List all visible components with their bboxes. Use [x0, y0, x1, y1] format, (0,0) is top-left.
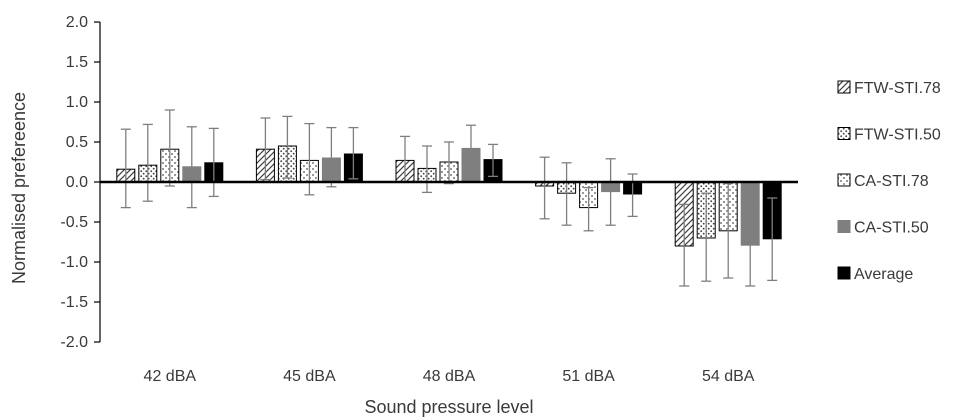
x-tick-label: 54 dBA — [702, 368, 755, 385]
y-tick-label: -1.0 — [60, 254, 88, 271]
error-bar-average-42-dba — [208, 127, 219, 198]
error-bar-ftw-sti-78-51-dba — [539, 156, 550, 220]
y-tick-label: -0.5 — [60, 214, 88, 231]
error-bar-ca-sti-78-54-dba — [723, 182, 734, 279]
error-bar-average-54-dba — [767, 197, 778, 282]
y-tick-label: -1.5 — [60, 294, 88, 311]
error-bar-ca-sti-50-45-dba — [326, 126, 337, 188]
legend-item-ca-sti-78: CA-STI.78 — [837, 173, 929, 190]
error-bar-ftw-sti-78-54-dba — [679, 203, 690, 287]
error-bar-ftw-sti-50-51-dba — [561, 162, 572, 226]
y-tick-label: 2.0 — [66, 14, 88, 31]
legend-swatch — [837, 173, 851, 187]
error-bar-ftw-sti-78-42-dba — [120, 128, 131, 209]
error-bar-ftw-sti-50-54-dba — [701, 192, 712, 282]
error-bar-ftw-sti-50-45-dba — [282, 115, 293, 179]
error-bar-ftw-sti-78-45-dba — [260, 117, 271, 181]
legend-swatch — [837, 127, 851, 140]
legend-swatch — [837, 266, 851, 280]
legend-label: Average — [854, 266, 913, 283]
legend-item-ftw-sti-50: FTW-STI.50 — [837, 127, 941, 144]
error-bar-ftw-sti-50-42-dba — [142, 123, 153, 202]
error-bar-ca-sti-50-48-dba — [466, 124, 476, 172]
legend-item-average: Average — [837, 266, 913, 283]
y-tick-label: 1.0 — [66, 94, 88, 111]
error-bar-ca-sti-50-51-dba — [605, 158, 616, 226]
x-tick-label: 42 dBA — [144, 368, 197, 385]
legend-label: FTW-STI.50 — [854, 127, 941, 144]
plot-area — [116, 109, 782, 287]
error-bar-ca-sti-50-54-dba — [745, 202, 756, 287]
error-bar-average-51-dba — [627, 173, 638, 218]
y-tick-label: 1.5 — [66, 54, 88, 71]
error-bar-average-45-dba — [348, 126, 359, 180]
x-axis: 42 dBA 45 dBA 48 dBA 51 dBA 54 dBA — [100, 180, 798, 385]
legend-swatch — [837, 220, 851, 233]
y-tick-label: 0.5 — [66, 134, 88, 151]
legend-item-ftw-sti-78: FTW-STI.78 — [837, 80, 941, 97]
error-bar-ca-sti-78-45-dba — [304, 122, 315, 196]
error-bar-average-48-dba — [488, 143, 498, 178]
y-axis-title: Normalised prefereence — [9, 92, 29, 284]
x-axis-title: Sound pressure level — [364, 397, 533, 417]
x-tick-label: 48 dBA — [423, 368, 476, 385]
error-bar-ca-sti-78-42-dba — [164, 109, 175, 187]
x-tick-label: 51 dBA — [562, 368, 615, 385]
legend-item-ca-sti-50: CA-STI.50 — [837, 220, 929, 237]
legend-label: CA-STI.50 — [854, 220, 929, 237]
error-bar-ca-sti-78-48-dba — [444, 141, 454, 185]
error-bar-ca-sti-50-42-dba — [186, 126, 197, 209]
y-axis: 2.0 1.5 1.0 0.5 0.0 -0.5 -1.0 -1.5 -2.0 — [60, 14, 101, 351]
legend-swatch — [837, 80, 851, 94]
legend: FTW-STI.78 FTW-STI.50 CA-STI.78 CA-STI.50 Av… — [837, 80, 941, 283]
error-bar-ftw-sti-50-48-dba — [422, 145, 432, 194]
legend-label: FTW-STI.78 — [854, 80, 941, 97]
legend-label: CA-STI.78 — [854, 173, 929, 190]
y-tick-label: 0.0 — [66, 174, 88, 191]
y-tick-label: -2.0 — [60, 334, 88, 351]
error-bar-ca-sti-78-51-dba — [583, 186, 594, 232]
x-tick-label: 45 dBA — [283, 368, 336, 385]
